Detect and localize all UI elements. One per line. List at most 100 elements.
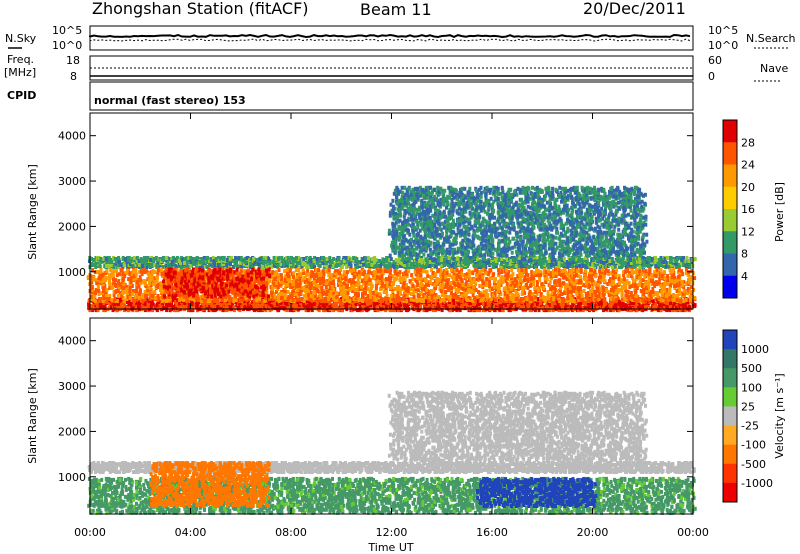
heatmap-cell — [610, 257, 614, 261]
heatmap-cell — [392, 265, 396, 269]
heatmap-cell — [392, 260, 396, 264]
heatmap-cell — [315, 257, 319, 261]
heatmap-cell — [454, 264, 458, 268]
nsky-line — [89, 33, 691, 39]
heatmap-cell — [277, 297, 281, 301]
heatmap-cell — [301, 262, 305, 266]
heatmap-cell — [135, 305, 139, 310]
heatmap-cell — [380, 260, 383, 264]
heatmap-cell — [503, 260, 506, 264]
heatmap-cell — [500, 257, 504, 261]
heatmap-cell — [617, 259, 621, 263]
heatmap-cell — [171, 256, 175, 260]
heatmap-cell — [173, 297, 177, 302]
heatmap-cell — [167, 260, 170, 264]
heatmap-cell — [388, 258, 391, 262]
heatmap-cell — [143, 297, 147, 302]
heatmap-cell — [153, 270, 157, 275]
heatmap-cell — [280, 256, 284, 260]
heatmap-cell — [258, 257, 262, 261]
heatmap-cell — [156, 268, 160, 273]
heatmap-cell — [179, 265, 183, 269]
heatmap-cell — [398, 264, 402, 268]
heatmap-cell — [103, 264, 107, 268]
heatmap-cell — [286, 265, 290, 269]
heatmap-cell — [127, 299, 131, 304]
heatmap-cell — [532, 256, 535, 260]
heatmap-cell — [386, 257, 390, 261]
heatmap-cell — [409, 264, 413, 268]
heatmap-cell — [550, 303, 554, 308]
heatmap-cell — [149, 300, 153, 305]
heatmap-cell — [619, 258, 623, 262]
heatmap-cell — [107, 256, 111, 260]
heatmap-cell — [138, 300, 142, 305]
heatmap-cell — [670, 259, 674, 263]
heatmap-cell — [129, 300, 133, 305]
heatmap-cell — [98, 305, 102, 310]
heatmap-cell — [123, 304, 126, 309]
heatmap-cell — [329, 281, 333, 286]
heatmap-cell — [105, 288, 109, 292]
cpid-panel: CPID normal (fast stereo) 153 — [7, 81, 694, 111]
heatmap-cell — [283, 293, 287, 297]
heatmap-cell — [637, 256, 641, 260]
heatmap-cell — [527, 265, 531, 269]
heatmap-cell — [328, 256, 332, 260]
heatmap-cell — [98, 264, 102, 268]
heatmap-cell — [295, 304, 299, 309]
heatmap-cell — [233, 256, 237, 260]
heatmap-cell — [448, 265, 452, 269]
heatmap-cell — [286, 272, 289, 277]
heatmap-cell — [92, 258, 96, 262]
heatmap-cell — [118, 260, 122, 264]
heatmap-cell — [625, 262, 629, 266]
heatmap-cell — [292, 280, 296, 285]
heatmap-cell — [237, 256, 241, 260]
heatmap-cell — [285, 261, 289, 265]
heatmap-cell — [132, 264, 136, 268]
heatmap-cell — [92, 263, 96, 267]
heatmap-cell — [205, 265, 209, 269]
heatmap-cell — [171, 298, 175, 303]
heatmap-cell — [622, 256, 626, 260]
heatmap-cell — [308, 286, 312, 290]
heatmap-cell — [110, 260, 114, 264]
heatmap-cell — [328, 265, 332, 269]
heatmap-cell — [347, 262, 351, 266]
heatmap-cell — [153, 290, 157, 294]
heatmap-cell — [164, 299, 168, 303]
heatmap-cell — [412, 265, 416, 269]
heatmap-cell — [280, 259, 284, 263]
heatmap-cell — [335, 264, 339, 268]
heatmap-cell — [575, 262, 579, 266]
heatmap-cell — [430, 263, 434, 267]
heatmap-cell — [116, 289, 120, 293]
heatmap-cell — [125, 269, 129, 274]
heatmap-cell — [325, 281, 329, 286]
heatmap-cell — [128, 286, 132, 290]
heatmap-cell — [557, 264, 561, 268]
heatmap-cell — [355, 258, 359, 262]
heatmap-cell — [146, 256, 150, 260]
heatmap-cell — [620, 263, 624, 267]
nave-tick-bottom: 0 — [708, 70, 715, 83]
heatmap-cell — [181, 258, 184, 262]
heatmap-cell — [174, 300, 178, 305]
heatmap-cell — [567, 262, 570, 266]
heatmap-cell — [160, 257, 164, 261]
heatmap-cell — [665, 264, 669, 268]
heatmap-cell — [189, 264, 193, 268]
heatmap-cell — [674, 262, 678, 266]
heatmap-cell — [655, 258, 659, 262]
heatmap-cell — [663, 257, 667, 261]
heatmap-cell — [177, 259, 181, 263]
heatmap-cell — [120, 300, 124, 305]
heatmap-cell — [626, 256, 630, 260]
heatmap-cell — [252, 257, 256, 261]
heatmap-cell — [166, 263, 170, 267]
heatmap-cell — [529, 258, 533, 262]
heatmap-cell — [415, 261, 419, 265]
heatmap-cell — [514, 264, 518, 268]
